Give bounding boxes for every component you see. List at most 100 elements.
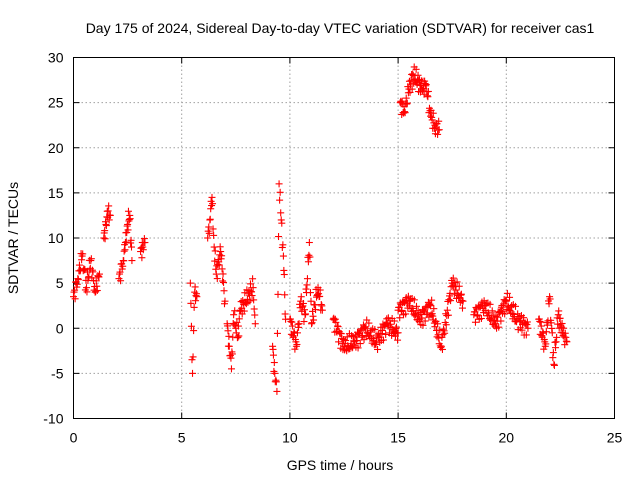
data-point	[492, 312, 500, 320]
data-point	[275, 180, 283, 188]
data-point	[560, 324, 568, 332]
data-point	[190, 327, 198, 335]
data-point	[207, 205, 215, 213]
data-point	[75, 261, 83, 269]
data-point	[522, 331, 530, 339]
data-points	[70, 63, 571, 395]
x-tick-label: 0	[70, 430, 78, 446]
data-point	[376, 338, 384, 346]
data-point	[397, 99, 405, 107]
data-point	[552, 344, 560, 352]
data-point	[410, 296, 418, 304]
data-point	[204, 234, 212, 242]
data-point	[550, 361, 558, 369]
data-point	[342, 337, 350, 345]
data-point	[486, 300, 494, 308]
data-point	[453, 278, 461, 286]
data-point	[303, 281, 311, 289]
data-point	[228, 350, 236, 358]
axes-ticks: 0 5 10 15 20 25 -10 -5 0 5 10 15 20 25 30	[43, 50, 622, 446]
data-point	[219, 270, 227, 278]
data-point	[371, 326, 379, 334]
data-point	[495, 323, 503, 331]
data-point	[556, 314, 564, 322]
data-point	[459, 297, 467, 305]
data-point	[555, 307, 563, 315]
data-point	[437, 342, 445, 350]
data-point	[398, 306, 406, 314]
data-point	[212, 270, 220, 278]
data-point	[524, 324, 532, 332]
data-point	[302, 310, 310, 318]
data-point	[434, 320, 442, 328]
data-point	[208, 202, 216, 210]
data-point	[139, 246, 147, 254]
data-point	[205, 223, 213, 231]
data-point	[269, 351, 277, 359]
data-point	[120, 257, 128, 265]
data-point	[220, 278, 228, 286]
data-point	[193, 293, 201, 301]
data-point	[401, 109, 409, 117]
data-point	[421, 317, 429, 325]
data-point	[447, 297, 455, 305]
data-point	[396, 314, 404, 322]
data-point	[334, 323, 342, 331]
data-point	[356, 340, 364, 348]
data-point	[101, 227, 109, 235]
data-point	[474, 311, 482, 319]
data-point	[506, 293, 514, 301]
data-point	[358, 331, 366, 339]
data-point	[430, 305, 438, 313]
data-point	[219, 277, 227, 285]
data-point	[225, 342, 233, 350]
data-point	[457, 290, 465, 298]
data-point	[206, 215, 214, 223]
data-point	[270, 359, 278, 367]
data-point	[235, 315, 243, 323]
data-point	[446, 289, 454, 297]
data-point	[354, 344, 362, 352]
data-point	[297, 293, 305, 301]
data-point	[251, 311, 259, 319]
chart-title: Day 175 of 2024, Sidereal Day-to-day VTE…	[86, 20, 595, 36]
data-point	[501, 310, 509, 318]
y-tick-label: 30	[48, 50, 64, 66]
data-point	[105, 202, 113, 210]
data-point	[422, 81, 430, 89]
data-point	[101, 235, 109, 243]
data-point	[233, 318, 241, 326]
data-point	[209, 200, 217, 208]
data-point	[307, 297, 315, 305]
data-point	[558, 320, 566, 328]
y-tick-label: 0	[56, 320, 64, 336]
data-point	[394, 336, 402, 344]
data-point	[458, 297, 466, 305]
data-point	[497, 317, 505, 325]
y-tick-label: 10	[48, 230, 64, 246]
data-point	[120, 247, 128, 255]
data-point	[419, 321, 427, 329]
data-point	[351, 338, 359, 346]
data-point	[502, 297, 510, 305]
data-point	[335, 338, 343, 346]
data-point	[221, 297, 229, 305]
data-point	[412, 302, 420, 310]
x-tick-label: 25	[607, 430, 623, 446]
data-point	[438, 345, 446, 353]
data-point	[429, 109, 437, 117]
data-point	[234, 333, 242, 341]
data-point	[455, 282, 463, 290]
data-point	[218, 265, 226, 273]
data-point	[74, 276, 82, 284]
data-point	[276, 188, 284, 196]
data-point	[520, 314, 528, 322]
data-point	[316, 286, 324, 294]
data-point	[209, 225, 217, 233]
data-point	[93, 287, 101, 295]
data-point	[427, 311, 435, 319]
data-point	[287, 317, 295, 325]
data-point	[348, 332, 356, 340]
data-point	[416, 315, 424, 323]
data-point	[208, 193, 216, 201]
